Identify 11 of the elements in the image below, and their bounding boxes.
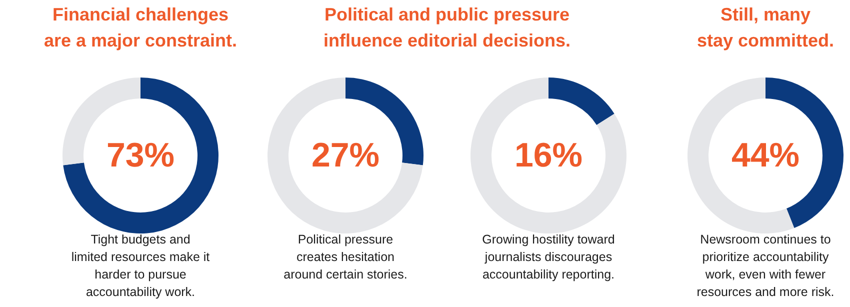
data-label: 44% xyxy=(731,136,800,174)
chart-title: Political and public pressure influence editorial decisions. xyxy=(323,4,571,50)
data-label: 73% xyxy=(106,136,175,174)
text: Tight budgets and limited resources make it harder to pursue accountability work. xyxy=(71,232,210,299)
chart-title: Financial challenges are a major constraint. xyxy=(44,4,238,50)
data-label: 16% xyxy=(514,136,583,174)
chart-title: Still, many stay committed. xyxy=(696,4,834,50)
text: Political pressure creates hesitation around certain stories. xyxy=(284,232,408,282)
text: Growing hostility toward journalists discourages accountability reporting. xyxy=(482,232,615,282)
data-label: 27% xyxy=(311,136,380,174)
text: Newsroom continues to prioritize accountability work, even with fewer resources and more risk. xyxy=(696,232,834,299)
